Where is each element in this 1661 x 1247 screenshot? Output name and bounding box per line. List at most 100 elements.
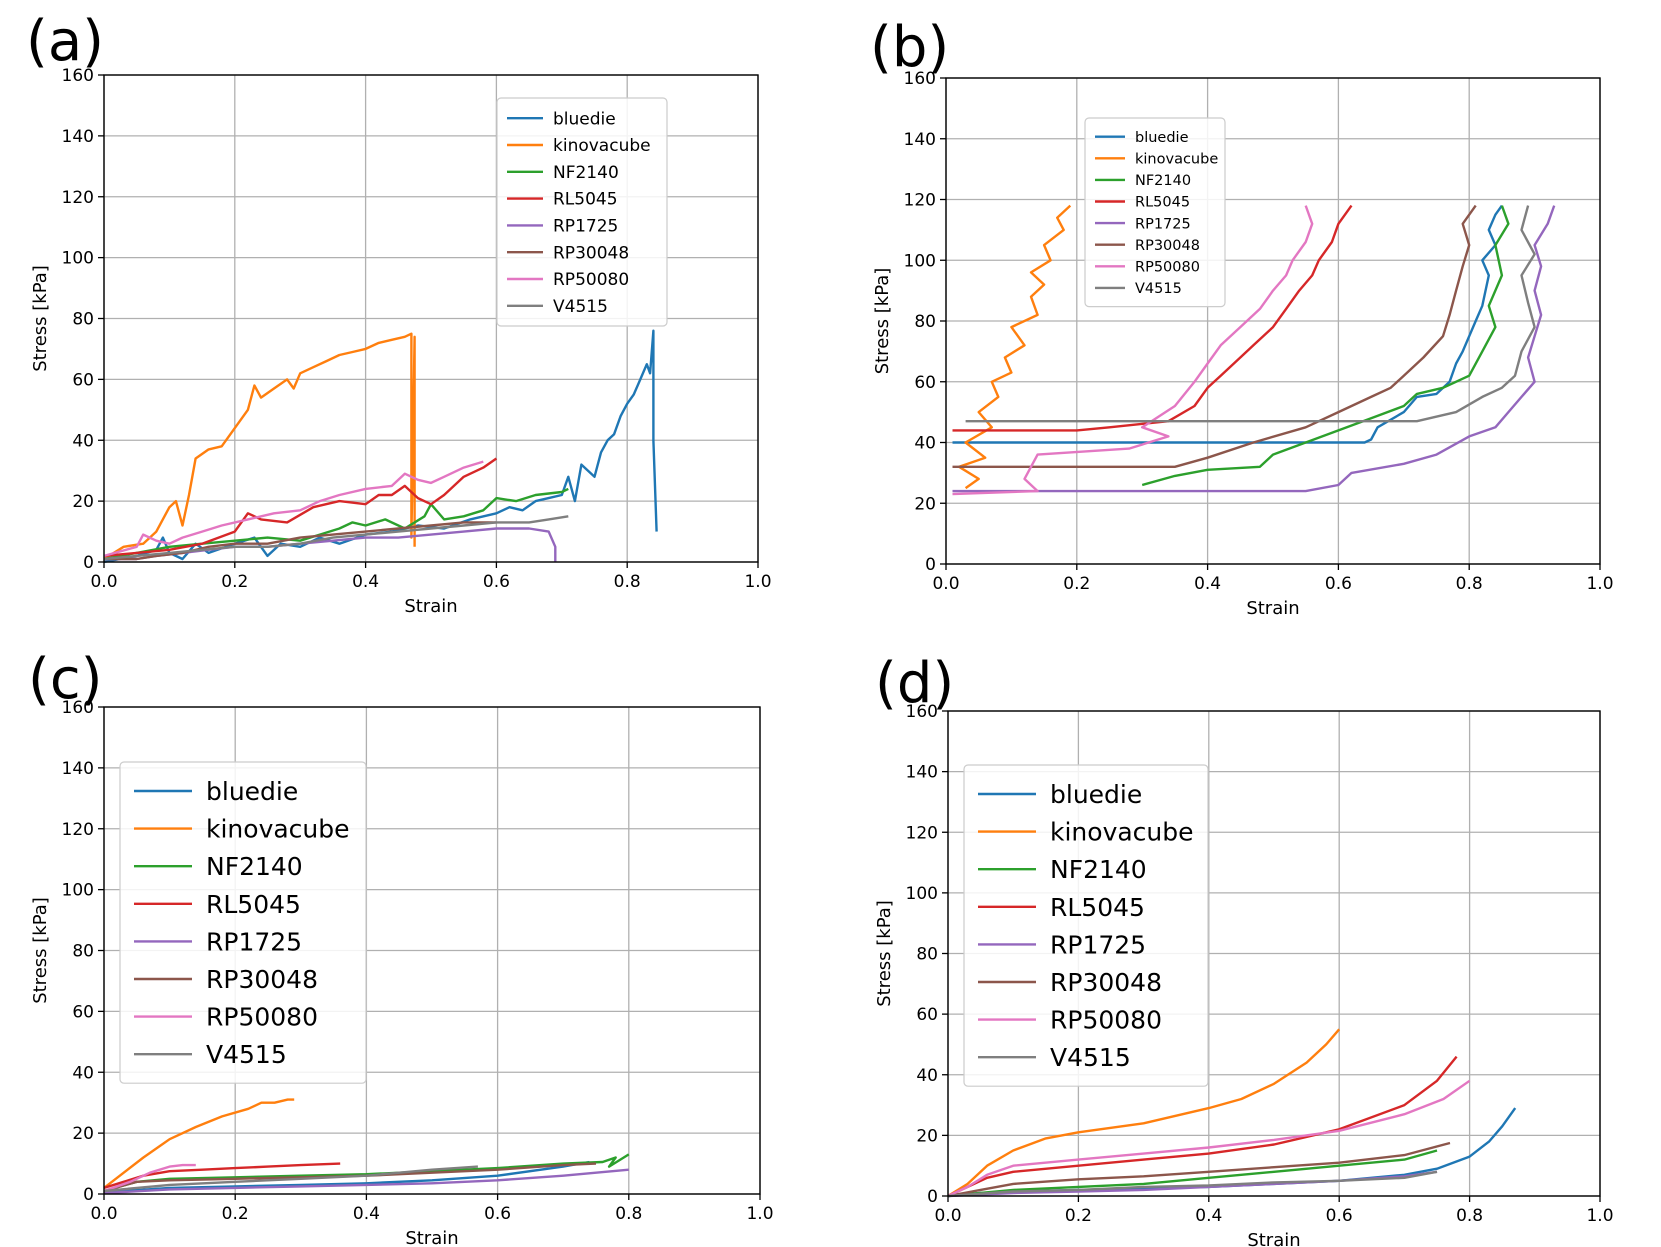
legend-box bbox=[119, 761, 367, 1084]
y-tick-label: 40 bbox=[72, 1063, 94, 1083]
series-line-V4515 bbox=[103, 515, 569, 561]
y-tick-label: 0 bbox=[927, 1187, 938, 1207]
legend-label: RP30048 bbox=[553, 243, 629, 263]
y-tick-label: 40 bbox=[916, 1066, 938, 1086]
y-tick-label: 100 bbox=[904, 251, 936, 271]
legend-label: kinovacube bbox=[1050, 818, 1194, 847]
legend-label: bluedie bbox=[1135, 130, 1189, 146]
legend-label: RL5045 bbox=[553, 190, 618, 210]
y-axis-label: Stress [kPa] bbox=[872, 268, 893, 375]
x-tick-label: 1.0 bbox=[1586, 574, 1613, 594]
legend-label: kinovacube bbox=[206, 815, 350, 844]
series-line-NF2140 bbox=[103, 487, 569, 561]
series-line-kinovacube bbox=[103, 332, 416, 561]
legend-label: RP30048 bbox=[206, 965, 318, 994]
x-tick-label: 1.0 bbox=[744, 572, 771, 592]
series-line-V4515 bbox=[947, 1170, 1438, 1198]
legend-box bbox=[963, 764, 1209, 1087]
legend: bluedie kinovacube NF2140 RL5045 RP1725 RP300… bbox=[963, 764, 1209, 1087]
x-tick-label: 0.2 bbox=[1065, 1206, 1092, 1226]
y-tick-label: 100 bbox=[62, 881, 94, 901]
y-axis-label: Stress [kPa] bbox=[30, 897, 51, 1004]
legend-label: RP1725 bbox=[553, 217, 618, 237]
y-tick-label: 40 bbox=[914, 434, 936, 454]
x-tick-label: 0.8 bbox=[614, 572, 641, 592]
legend-label: bluedie bbox=[206, 777, 298, 806]
y-tick-label: 120 bbox=[904, 191, 936, 211]
y-axis-label: Stress [kPa] bbox=[30, 265, 51, 372]
y-tick-label: 120 bbox=[906, 823, 938, 843]
y-tick-label: 20 bbox=[914, 494, 936, 514]
y-tick-label: 40 bbox=[72, 431, 94, 451]
series-line-NF2140 bbox=[103, 1153, 630, 1193]
series-line-bluedie bbox=[103, 329, 658, 564]
y-tick-label: 60 bbox=[914, 373, 936, 393]
y-tick-label: 80 bbox=[916, 945, 938, 965]
series-line-RP50080 bbox=[103, 1163, 196, 1193]
x-axis-label: Strain bbox=[404, 596, 457, 617]
legend-box bbox=[496, 97, 668, 327]
y-tick-label: 120 bbox=[62, 188, 94, 208]
x-tick-label: 0.8 bbox=[1456, 1206, 1483, 1226]
legend-label: V4515 bbox=[553, 297, 608, 317]
y-tick-label: 140 bbox=[62, 759, 94, 779]
panel-label: (b) bbox=[870, 15, 949, 80]
legend-label: kinovacube bbox=[553, 136, 651, 156]
series-line-V4515 bbox=[965, 205, 1536, 423]
panel-3: (d) 0.0 0.2 0.4 0.6 0.8 1.0 0 20 40 60 80 100 120 140 1… bbox=[874, 651, 1614, 1247]
x-axis-label: Strain bbox=[405, 1228, 458, 1247]
legend: bluedie kinovacube NF2140 RL5045 RP1725 RP300… bbox=[1084, 117, 1226, 308]
y-tick-label: 160 bbox=[62, 698, 94, 718]
series-line-RP30048 bbox=[104, 521, 497, 561]
panel-label: (d) bbox=[875, 651, 954, 716]
series-line-kinovacube bbox=[957, 204, 1072, 490]
y-tick-label: 0 bbox=[83, 1185, 94, 1205]
x-axis-label: Strain bbox=[1247, 1230, 1300, 1247]
series-line-RL5045 bbox=[103, 457, 498, 558]
legend: bluedie kinovacube NF2140 RL5045 RP1725 RP300… bbox=[496, 97, 668, 327]
series-line-bluedie bbox=[952, 204, 1503, 444]
y-tick-label: 160 bbox=[62, 66, 94, 86]
legend-label: RP30048 bbox=[1135, 238, 1200, 254]
x-tick-label: 0.8 bbox=[615, 1204, 642, 1224]
x-tick-label: 0.6 bbox=[1326, 1206, 1353, 1226]
series-line-RP50080 bbox=[947, 1079, 1471, 1198]
y-tick-label: 140 bbox=[904, 130, 936, 150]
y-tick-label: 20 bbox=[72, 492, 94, 512]
legend-label: RP1725 bbox=[1135, 216, 1191, 232]
x-tick-label: 0.0 bbox=[90, 572, 117, 592]
legend-label: bluedie bbox=[553, 109, 616, 129]
series-line-V4515 bbox=[103, 1165, 478, 1193]
x-tick-label: 0.4 bbox=[352, 572, 379, 592]
panel-1: (b) 0.0 0.2 0.4 0.6 0.8 1.0 0 20 40 60 80 100 120 140 1… bbox=[870, 15, 1614, 619]
x-axis-label: Strain bbox=[1246, 598, 1299, 619]
legend-label: RP50080 bbox=[206, 1003, 318, 1032]
legend-label: NF2140 bbox=[553, 163, 619, 183]
series-line-bluedie bbox=[103, 1160, 590, 1194]
series-line-RP1725 bbox=[952, 205, 1556, 493]
x-tick-label: 0.0 bbox=[932, 574, 959, 594]
y-tick-label: 0 bbox=[925, 555, 936, 575]
series-line-NF2140 bbox=[1141, 205, 1510, 487]
legend-label: RP1725 bbox=[206, 927, 302, 956]
x-tick-label: 0.8 bbox=[1456, 574, 1483, 594]
x-tick-label: 0.0 bbox=[934, 1206, 961, 1226]
y-tick-label: 60 bbox=[916, 1005, 938, 1025]
x-tick-label: 0.2 bbox=[222, 1204, 249, 1224]
y-tick-label: 60 bbox=[72, 370, 94, 390]
y-axis-label: Stress [kPa] bbox=[874, 900, 895, 1007]
panel-2: (c) 0.0 0.2 0.4 0.6 0.8 1.0 0 20 40 60 80 100 120 140 1… bbox=[28, 647, 774, 1247]
series-line-RP1725 bbox=[104, 527, 557, 562]
panel-0: (a) 0.0 0.2 0.4 0.6 0.8 1.0 0 20 40 60 80 100 120 140 1… bbox=[26, 9, 772, 617]
legend-label: RL5045 bbox=[1135, 195, 1190, 211]
panel-label: (c) bbox=[28, 647, 102, 712]
legend-label: RP1725 bbox=[1050, 930, 1146, 959]
series-line-kinovacube bbox=[103, 1098, 295, 1189]
legend-label: RP30048 bbox=[1050, 968, 1162, 997]
legend-label: V4515 bbox=[1050, 1043, 1131, 1072]
x-tick-label: 0.6 bbox=[484, 1204, 511, 1224]
x-tick-label: 0.6 bbox=[1325, 574, 1352, 594]
series-line-RP50080 bbox=[103, 460, 484, 558]
y-tick-label: 140 bbox=[906, 763, 938, 783]
x-tick-label: 0.4 bbox=[353, 1204, 380, 1224]
